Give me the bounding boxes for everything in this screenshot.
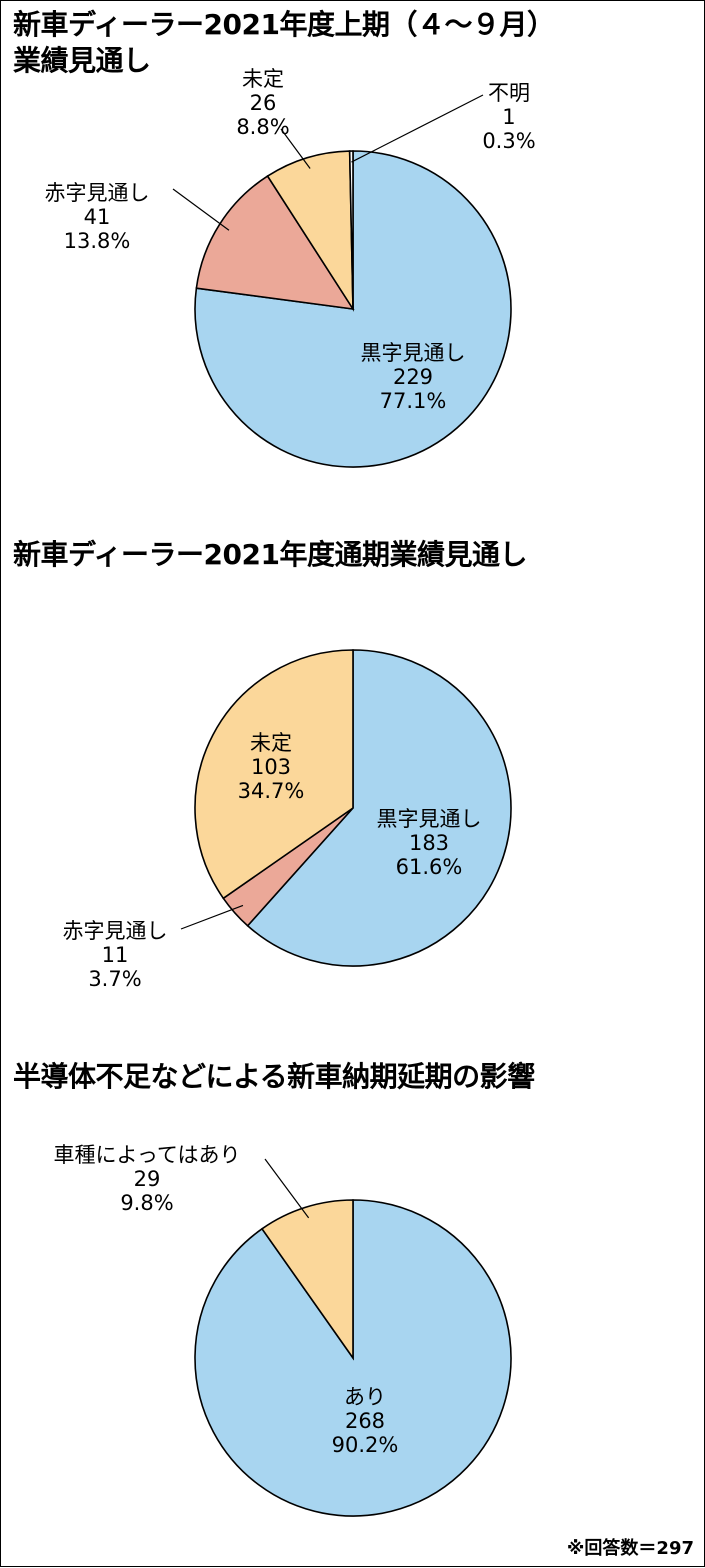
pie2-leader-1 xyxy=(180,904,244,930)
chart1-label-unknown: 不明 1 0.3% xyxy=(482,81,535,153)
chart1-pie xyxy=(172,94,512,468)
chart3-label-some-value: 29 xyxy=(133,1167,161,1191)
chart1-label-profit-value: 229 xyxy=(392,365,434,389)
chart1-label-profit-name: 黒字見通し xyxy=(360,341,466,365)
chart2-label-loss-name: 赤字見通し xyxy=(62,919,168,943)
footnote: ※回答数＝297 xyxy=(566,1538,694,1559)
chart1-label-unknown-percent: 0.3% xyxy=(482,129,536,153)
chart2-label-profit-name: 黒字見通し xyxy=(376,807,482,831)
chart2-label-loss-value: 11 xyxy=(101,943,129,967)
pie1-leader-3 xyxy=(351,94,484,163)
chart2-title: 新車ディーラー2021年度通期業績見通し xyxy=(13,538,527,571)
chart3-label-yes: あり 268 90.2% xyxy=(332,1385,399,1457)
chart2-label-profit: 黒字見通し 183 61.6% xyxy=(377,807,482,879)
pie3-leader-1 xyxy=(264,1158,310,1219)
chart1-label-loss-value: 41 xyxy=(83,205,111,229)
chart2-label-profit-value: 183 xyxy=(408,831,450,855)
chart1-label-unknown-name: 不明 xyxy=(487,81,530,105)
chart1-label-loss-name: 赤字見通し xyxy=(44,181,150,205)
chart1-label-undecided-value: 26 xyxy=(249,91,277,115)
pie2-slice-2 xyxy=(194,649,354,900)
chart2-label-undecided-percent: 34.7% xyxy=(237,779,305,803)
chart1-label-profit-percent: 77.1% xyxy=(379,389,447,413)
chart1-label-profit: 黒字見通し 229 77.1% xyxy=(361,341,466,413)
chart2-label-undecided-name: 未定 xyxy=(250,731,292,755)
chart2-label-loss: 赤字見通し 11 3.7% xyxy=(63,919,168,991)
chart2-pie xyxy=(180,649,512,967)
chart3-label-some: 車種によってはあり 29 9.8% xyxy=(54,1143,241,1215)
chart2-label-undecided: 未定 103 34.7% xyxy=(238,731,305,803)
chart3-label-yes-name: あり xyxy=(344,1385,386,1409)
chart3-label-some-name: 車種によってはあり xyxy=(53,1143,241,1167)
chart2-label-loss-percent: 3.7% xyxy=(88,967,142,991)
chart1-label-undecided-percent: 8.8% xyxy=(236,115,290,139)
chart2-label-profit-percent: 61.6% xyxy=(395,855,463,879)
chart3-label-yes-percent: 90.2% xyxy=(331,1433,399,1457)
pie1-slice-3 xyxy=(348,150,354,310)
pie1-leader-2 xyxy=(280,128,311,169)
pie1-slice-0 xyxy=(194,150,512,468)
pie3-slice-1 xyxy=(260,1199,354,1361)
chart1-label-unknown-value: 1 xyxy=(502,105,516,129)
chart1-label-loss-percent: 13.8% xyxy=(63,229,131,253)
chart1-label-undecided: 未定 26 8.8% xyxy=(236,67,289,139)
chart1-label-undecided-name: 未定 xyxy=(241,67,284,91)
chart2-label-undecided-value: 103 xyxy=(250,755,292,779)
pie2-slice-0 xyxy=(246,649,512,967)
chart1-title-line2: 業績見通し xyxy=(13,44,151,77)
chart3-title: 半導体不足などによる新車納期延期の影響 xyxy=(13,1060,535,1093)
chart1-title: 新車ディーラー2021年度上期（４～９月） xyxy=(13,8,555,41)
pie1-slice-1 xyxy=(195,174,355,311)
chart1-label-loss: 赤字見通し 41 13.8% xyxy=(45,181,150,253)
pie1-leader-1 xyxy=(172,188,230,231)
pie1-slice-2 xyxy=(266,150,354,312)
chart3-label-yes-value: 268 xyxy=(344,1409,386,1433)
chart3-label-some-percent: 9.8% xyxy=(120,1191,174,1215)
